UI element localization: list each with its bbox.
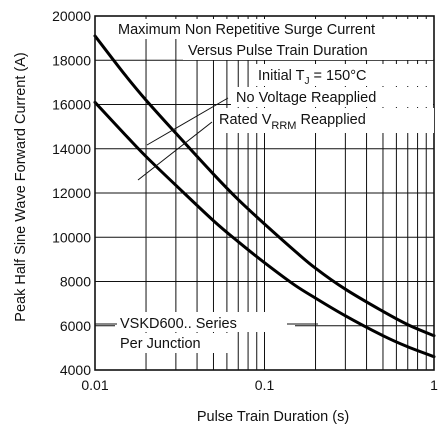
rated-sub: RRM bbox=[271, 120, 296, 132]
y-axis-label: Peak Half Sine Wave Forward Current (A) bbox=[13, 52, 29, 321]
series-label: VSKD600.. Series bbox=[120, 316, 237, 332]
no-voltage-mask bbox=[231, 87, 433, 107]
data-curves bbox=[93, 34, 436, 359]
y-tick-label: 18000 bbox=[52, 52, 91, 68]
rated-suffix: Reapplied bbox=[296, 112, 365, 128]
rated-leader bbox=[137, 121, 213, 181]
x-tick-label: 0.01 bbox=[81, 377, 108, 393]
condition-mask bbox=[253, 64, 433, 86]
y-tick-label: 14000 bbox=[52, 141, 91, 157]
y-tick-label: 4000 bbox=[60, 362, 91, 378]
no-voltage-label: No Voltage Reapplied bbox=[236, 90, 376, 106]
title-mask bbox=[113, 19, 433, 39]
series-line-no-voltage bbox=[93, 34, 436, 338]
plot-frame bbox=[94, 15, 435, 371]
x-axis-label: Pulse Train Duration (s) bbox=[197, 409, 349, 425]
x-tick-label: 1 bbox=[430, 377, 438, 393]
x-tick-labels: 0.01 0.1 1 bbox=[81, 377, 438, 393]
condition-sub: J bbox=[304, 76, 309, 87]
chart-title-line2: Versus Pulse Train Duration bbox=[188, 43, 368, 59]
y-tick-label: 16000 bbox=[52, 97, 91, 113]
condition-prefix: Initial T bbox=[258, 68, 305, 84]
rated-mask bbox=[214, 108, 434, 133]
series-line-rated-vrrm bbox=[93, 100, 436, 359]
rated-label: Rated VRRM Reapplied bbox=[219, 112, 366, 132]
junction-mask bbox=[115, 333, 232, 353]
y-tick-label: 12000 bbox=[52, 185, 91, 201]
y-tick-label: 10000 bbox=[52, 229, 91, 245]
y-tick-label: 6000 bbox=[60, 318, 91, 334]
junction-label: Per Junction bbox=[120, 336, 201, 352]
condition-value: = 150°C bbox=[309, 68, 366, 84]
series-mask bbox=[115, 312, 295, 332]
y-tick-labels: 4000 6000 8000 10000 12000 14000 16000 18000 200… bbox=[52, 8, 91, 378]
y-tick-label: 20000 bbox=[52, 8, 91, 24]
chart-title-line1: Maximum Non Repetitive Surge Current bbox=[118, 22, 375, 38]
rated-prefix: Rated V bbox=[219, 112, 272, 128]
subtitle-mask bbox=[183, 39, 433, 60]
x-tick-label: 0.1 bbox=[255, 377, 275, 393]
condition-label: Initial TJ = 150°C bbox=[258, 68, 366, 87]
y-tick-label: 8000 bbox=[60, 274, 91, 290]
no-voltage-leader bbox=[146, 97, 229, 146]
